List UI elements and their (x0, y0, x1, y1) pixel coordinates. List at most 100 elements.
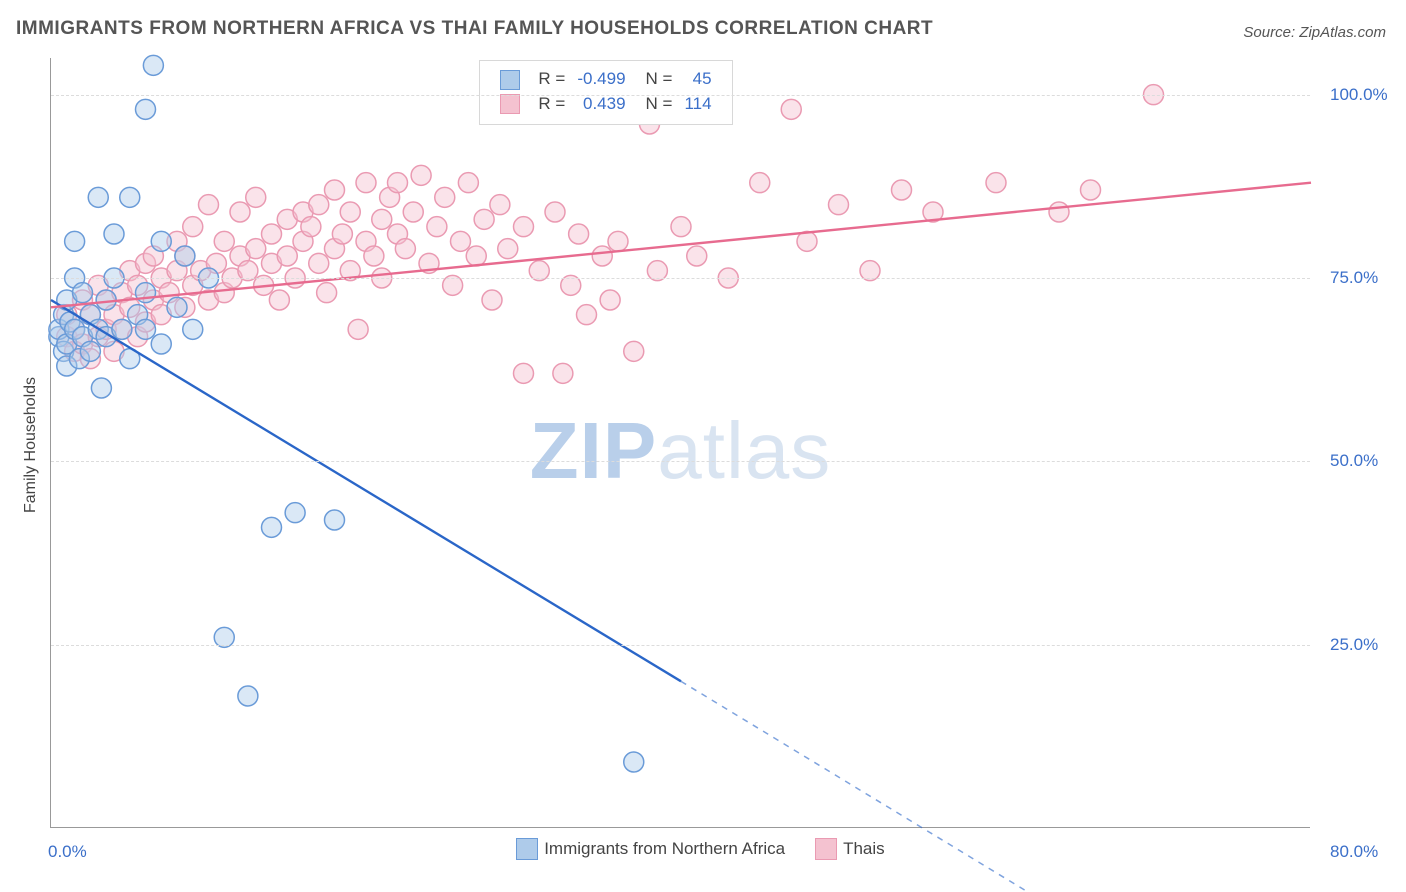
scatter-point (671, 217, 691, 237)
scatter-point (277, 246, 297, 266)
scatter-point (624, 752, 644, 772)
chart-frame: IMMIGRANTS FROM NORTHERN AFRICA VS THAI … (0, 0, 1406, 892)
scatter-point (490, 195, 510, 215)
legend-swatch (516, 838, 538, 860)
scatter-point (340, 202, 360, 222)
scatter-point (403, 202, 423, 222)
scatter-point (356, 173, 376, 193)
scatter-point (183, 217, 203, 237)
scatter-point (65, 231, 85, 251)
scatter-point (262, 517, 282, 537)
source-credit: Source: ZipAtlas.com (1243, 24, 1386, 41)
scatter-point (136, 99, 156, 119)
scatter-point (285, 503, 305, 523)
scatter-layer (51, 58, 1311, 828)
scatter-point (892, 180, 912, 200)
scatter-point (750, 173, 770, 193)
scatter-point (143, 55, 163, 75)
scatter-point (608, 231, 628, 251)
scatter-point (372, 209, 392, 229)
scatter-point (466, 246, 486, 266)
scatter-point (199, 195, 219, 215)
chart-title: IMMIGRANTS FROM NORTHERN AFRICA VS THAI … (16, 18, 933, 40)
scatter-point (167, 297, 187, 317)
regression-line (51, 300, 681, 681)
legend-swatch (500, 70, 520, 90)
grid-line (51, 645, 1310, 646)
scatter-point (246, 187, 266, 207)
scatter-point (600, 290, 620, 310)
y-tick-label: 75.0% (1330, 268, 1378, 288)
scatter-point (498, 239, 518, 259)
scatter-point (214, 231, 234, 251)
grid-line (51, 278, 1310, 279)
y-axis-label: Family Households (22, 377, 40, 513)
scatter-point (545, 202, 565, 222)
scatter-point (388, 173, 408, 193)
scatter-point (309, 253, 329, 273)
scatter-point (104, 224, 124, 244)
scatter-point (427, 217, 447, 237)
y-tick-label: 25.0% (1330, 635, 1378, 655)
scatter-point (986, 173, 1006, 193)
scatter-point (781, 99, 801, 119)
legend-series-label: Thais (843, 839, 885, 858)
scatter-point (514, 363, 534, 383)
legend-series-label: Immigrants from Northern Africa (544, 839, 785, 858)
scatter-point (325, 180, 345, 200)
series-legend: Immigrants from Northern Africa Thais (516, 838, 914, 860)
y-tick-label: 100.0% (1330, 85, 1388, 105)
legend-r-value: -0.499 (571, 67, 631, 92)
scatter-point (91, 378, 111, 398)
scatter-point (364, 246, 384, 266)
scatter-point (317, 283, 337, 303)
scatter-point (435, 187, 455, 207)
scatter-point (112, 319, 132, 339)
scatter-point (451, 231, 471, 251)
scatter-point (88, 187, 108, 207)
legend-n-label: N = (632, 67, 679, 92)
stats-legend: R =-0.499N =45R =0.439N =114 (479, 60, 732, 125)
scatter-point (269, 290, 289, 310)
plot-area: ZIPatlas R =-0.499N =45R =0.439N =114 (50, 58, 1310, 828)
scatter-point (151, 334, 171, 354)
scatter-point (136, 319, 156, 339)
scatter-point (482, 290, 502, 310)
scatter-point (687, 246, 707, 266)
scatter-point (238, 686, 258, 706)
scatter-point (1081, 180, 1101, 200)
grid-line (51, 95, 1310, 96)
scatter-point (1049, 202, 1069, 222)
scatter-point (183, 319, 203, 339)
scatter-point (151, 231, 171, 251)
scatter-point (458, 173, 478, 193)
x-tick-label-right: 80.0% (1330, 842, 1378, 862)
scatter-point (73, 283, 93, 303)
grid-line (51, 461, 1310, 462)
scatter-point (474, 209, 494, 229)
scatter-point (348, 319, 368, 339)
scatter-point (246, 239, 266, 259)
source-prefix: Source: (1243, 24, 1299, 41)
scatter-point (262, 224, 282, 244)
legend-swatch (815, 838, 837, 860)
legend-swatch (500, 94, 520, 114)
scatter-point (569, 224, 589, 244)
scatter-point (120, 187, 140, 207)
scatter-point (325, 510, 345, 530)
scatter-point (577, 305, 597, 325)
scatter-point (230, 202, 250, 222)
source-name: ZipAtlas.com (1299, 24, 1386, 41)
scatter-point (624, 341, 644, 361)
scatter-point (592, 246, 612, 266)
scatter-point (332, 224, 352, 244)
scatter-point (411, 165, 431, 185)
scatter-point (175, 246, 195, 266)
y-tick-label: 50.0% (1330, 451, 1378, 471)
legend-r-label: R = (532, 67, 571, 92)
x-tick-label-left: 0.0% (48, 842, 87, 862)
scatter-point (829, 195, 849, 215)
legend-n-value: 45 (678, 67, 717, 92)
scatter-point (301, 217, 321, 237)
scatter-point (514, 217, 534, 237)
